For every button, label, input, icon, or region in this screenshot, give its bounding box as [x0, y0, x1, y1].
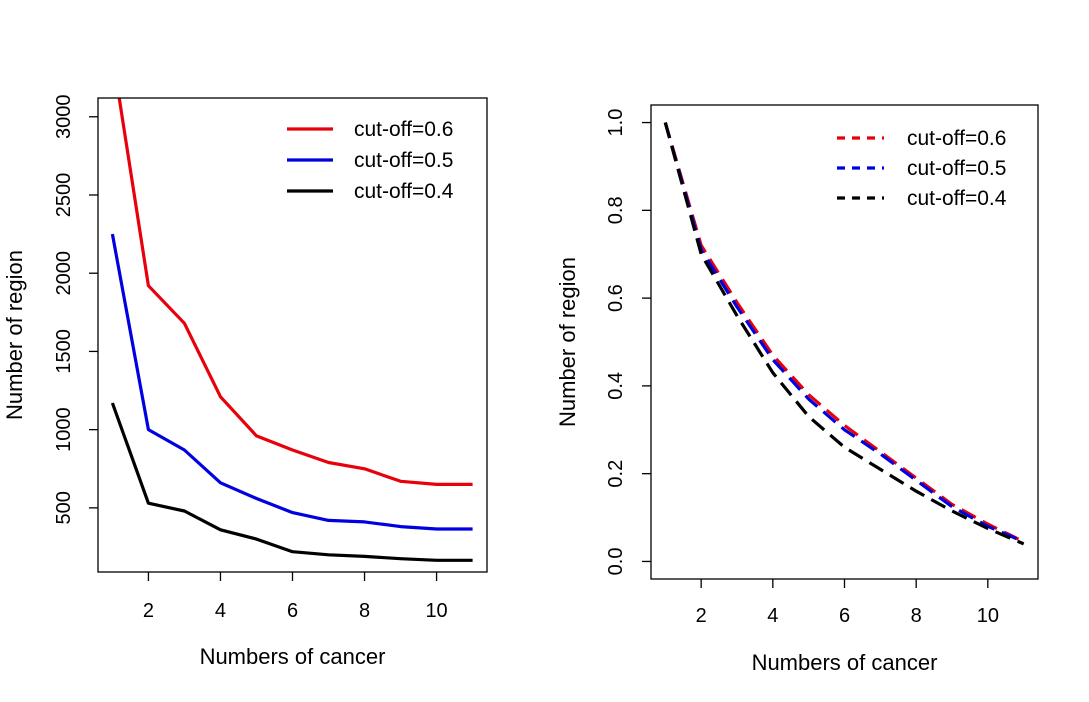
y-tick-label: 2000: [53, 251, 75, 296]
series-line-0: [117, 98, 473, 486]
legend-label: cut-off=0.5: [907, 157, 1006, 180]
series-line-0: [663, 122, 1025, 544]
y-axis-title: Number of region: [555, 257, 580, 427]
y-tick-label: 0.8: [605, 196, 627, 224]
legend-label: cut-off=0.6: [907, 127, 1006, 150]
x-tick-label: 2: [696, 605, 707, 627]
y-tick-label: 2500: [53, 173, 75, 218]
legend-label: cut-off=0.5: [354, 149, 453, 172]
legend: cut-off=0.6 cut-off=0.5 cut-off=0.4: [837, 127, 1007, 210]
x-tick-label: 2: [143, 600, 154, 622]
x-tick-label: 8: [911, 605, 922, 627]
x-tick-label: 10: [977, 605, 999, 627]
legend-label: cut-off=0.4: [907, 187, 1007, 210]
x-axis-title: Numbers of cancer: [752, 650, 938, 675]
x-tick-label: 4: [215, 600, 226, 622]
y-tick-label: 1500: [53, 329, 75, 374]
y-tick-label: 1000: [53, 407, 75, 452]
x-tick-label: 6: [287, 600, 298, 622]
x-tick-label: 4: [767, 605, 778, 627]
legend-label: cut-off=0.6: [354, 118, 453, 141]
x-tick-label: 8: [359, 600, 370, 622]
y-tick-label: 0.2: [605, 460, 627, 488]
legend-label: cut-off=0.4: [354, 180, 454, 203]
y-tick-label: 1.0: [605, 109, 627, 137]
series-line-2: [110, 402, 473, 562]
y-tick-label: 500: [53, 491, 75, 524]
series-line-2: [663, 122, 1025, 546]
series-line-1: [663, 122, 1025, 544]
chart-right: 2 4 6 8 10 0.0 0.2 0.4 0.6 0.8 1.0 Numbers of cance…: [555, 104, 1039, 675]
x-tick-label: 6: [839, 605, 850, 627]
x-tick-label: 10: [425, 600, 447, 622]
y-axis-title: Number of region: [2, 250, 27, 420]
y-tick-label: 0.4: [605, 372, 627, 400]
y-tick-label: 0.0: [605, 548, 627, 576]
series-line-1: [110, 233, 473, 531]
chart-left: 2 4 6 8 10 500 1000 1500 2000 2500 3000 Numbers of …: [2, 95, 488, 669]
legend: cut-off=0.6 cut-off=0.5 cut-off=0.4: [287, 118, 454, 203]
x-axis-title: Numbers of cancer: [200, 644, 386, 669]
y-tick-label: 0.6: [605, 284, 627, 312]
y-tick-label: 3000: [53, 95, 75, 140]
